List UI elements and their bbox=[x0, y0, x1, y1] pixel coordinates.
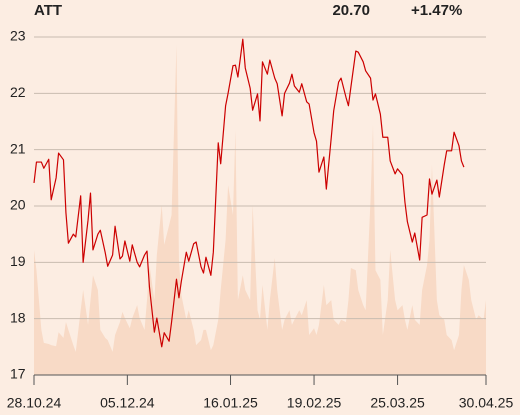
y-tick-label: 22 bbox=[10, 84, 26, 100]
x-tick-label: 25.03.25 bbox=[370, 395, 425, 411]
change: +1.47% bbox=[411, 2, 462, 19]
y-tick-label: 23 bbox=[10, 28, 26, 44]
price-line bbox=[33, 38, 465, 348]
x-tick-label: 16.01.25 bbox=[203, 395, 258, 411]
x-tick-label: 28.10.24 bbox=[7, 395, 62, 411]
y-tick-label: 17 bbox=[10, 366, 26, 382]
x-tick-label: 05.12.24 bbox=[100, 395, 155, 411]
y-tick-label: 20 bbox=[10, 197, 26, 213]
ticker: ATT bbox=[34, 2, 62, 19]
volume-area bbox=[34, 44, 486, 375]
y-tick-label: 18 bbox=[10, 309, 26, 325]
y-tick-label: 21 bbox=[10, 140, 26, 156]
y-tick-label: 19 bbox=[10, 253, 26, 269]
x-tick-label: 30.04.25 bbox=[459, 395, 514, 411]
x-tick-label: 19.02.25 bbox=[287, 395, 342, 411]
last-price: 20.70 bbox=[332, 2, 370, 19]
